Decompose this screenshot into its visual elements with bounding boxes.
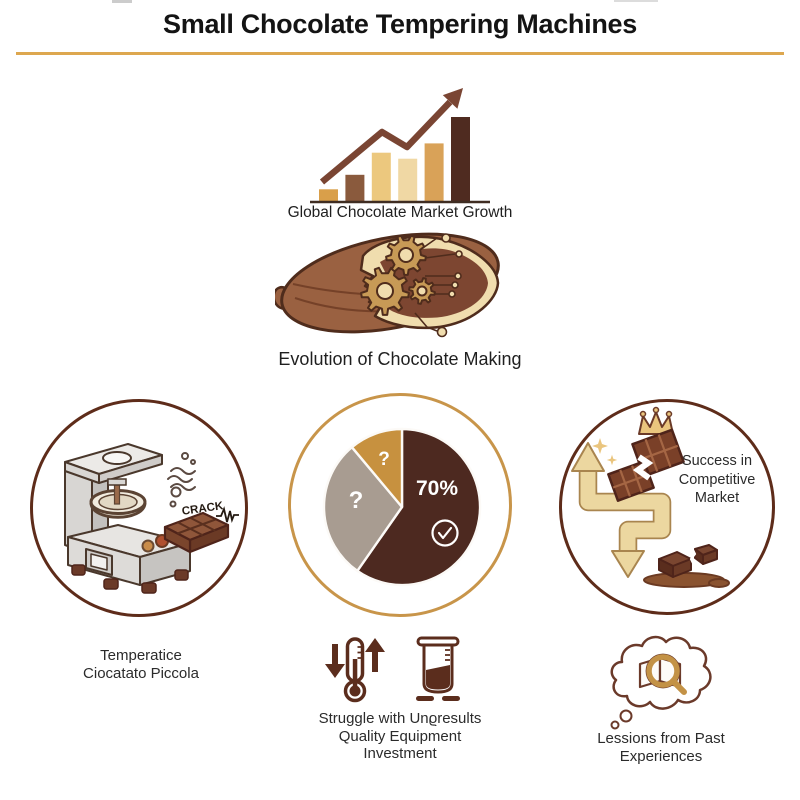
pie-label-70: 70% <box>415 477 459 500</box>
lessons-caption: Lessions from Past Experiences <box>561 730 761 765</box>
soundwave-icon <box>215 505 239 523</box>
success-line3: Market <box>694 490 740 506</box>
market-growth-bar-chart <box>310 88 490 204</box>
chocolate-break-gap <box>632 454 653 480</box>
bar <box>345 174 365 202</box>
down-arrow-icon <box>332 644 338 666</box>
lessons-caption-line1: Lessions from Past <box>597 730 725 747</box>
machine-caption-line1: Temperatice <box>100 647 182 664</box>
struggle-caption-line1: Struggle with Unϱresults <box>318 710 482 727</box>
gold-divider <box>16 52 784 55</box>
path-up-arrow-icon <box>570 441 605 472</box>
gear-hub <box>376 282 394 300</box>
machine-caption-line2: Ciocatato Piccola <box>83 664 199 682</box>
machine-knob-gold <box>141 539 154 552</box>
evolution-caption: Evolution of Chocolate Making <box>278 349 522 369</box>
pie-slice <box>322 446 404 573</box>
pie-label-question-gray: ? <box>348 487 364 514</box>
results-pie-circle: 70% ? ? <box>288 393 512 617</box>
check-circle-icon <box>431 519 459 547</box>
success-line1: Success in <box>681 453 753 469</box>
bar <box>424 143 444 202</box>
success-market-circle <box>559 399 775 615</box>
mixing-bowl <box>89 477 146 519</box>
path-down-arrow-icon <box>610 549 645 578</box>
cocoa-pod-circuit-illustration <box>275 232 500 338</box>
bar-group <box>319 117 470 203</box>
market-growth-caption: Global Chocolate Market Growth <box>287 204 513 221</box>
struggle-caption: Struggle with Unϱresults Quality Equipme… <box>300 710 500 763</box>
temperature-fluctuation-icon <box>325 637 385 703</box>
tempering-machine-illustration: CRACK <box>63 442 239 594</box>
bar <box>451 117 470 202</box>
bar <box>371 152 391 202</box>
gear-hub <box>416 285 428 297</box>
machine-feet <box>70 563 189 594</box>
circuit-traces <box>414 233 463 338</box>
top-edge-artifact <box>614 0 658 2</box>
gear-hub <box>398 247 414 263</box>
success-line2: Competitive <box>678 471 756 488</box>
test-tube-icon <box>416 636 460 701</box>
success-label: Success in Competitive Market <box>664 452 770 508</box>
results-pie-chart-wrap: 70% ? ? <box>322 427 482 587</box>
stirrer-shaft <box>113 482 120 505</box>
thought-bubble-icon <box>610 635 712 730</box>
bar <box>319 189 338 203</box>
pie-slices <box>322 427 482 587</box>
tempering-machine-circle: CRACK <box>30 399 248 617</box>
top-edge-artifact <box>112 0 132 3</box>
chocolate-bar-icon <box>163 511 229 553</box>
magnifier-icon <box>645 653 687 695</box>
pie-slice <box>350 427 404 509</box>
crack-label: CRACK <box>181 500 224 518</box>
pie-label-question-gold: ? <box>378 449 390 470</box>
gear-icons <box>360 234 436 316</box>
steam-squiggles <box>166 451 196 507</box>
success-illustration <box>570 406 730 588</box>
bar <box>398 158 418 203</box>
machine-body <box>63 442 191 586</box>
struggle-caption-line2: Quality Equipment Investment <box>338 727 462 763</box>
winding-path-arrows <box>570 441 671 578</box>
results-pie-chart <box>322 427 482 587</box>
machine-caption: Temperatice Ciocatato Piccola <box>41 647 241 682</box>
lessons-caption-line2: Experiences <box>619 747 703 765</box>
melted-chocolate <box>642 543 730 588</box>
chocolate-crack-line <box>689 547 696 565</box>
struggle-icons <box>325 636 460 703</box>
pie-slice <box>356 427 482 587</box>
page-title: Small Chocolate Tempering Machines <box>163 9 637 39</box>
trend-arrow-icon <box>319 88 463 185</box>
up-arrow-icon <box>372 650 378 672</box>
sparkle-icons <box>591 437 617 465</box>
